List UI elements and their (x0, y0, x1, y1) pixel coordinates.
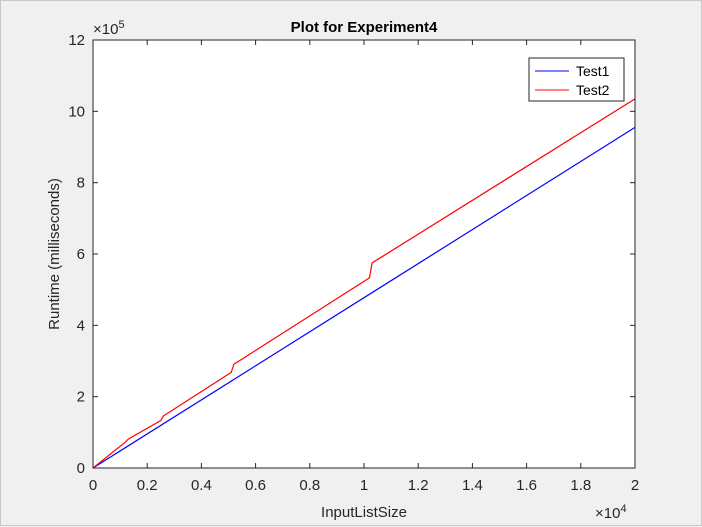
chart-title: Plot for Experiment4 (291, 19, 438, 36)
legend-label-test2: Test2 (576, 82, 610, 98)
legend-box (528, 57, 625, 102)
series-line-test1 (92, 126, 636, 469)
x-tick-label: 1.2 (408, 477, 429, 494)
x-tick-label: 1.6 (516, 477, 537, 494)
y-tick-label: 6 (77, 246, 85, 263)
x-exponent-label: ×104 (595, 503, 627, 522)
x-tick-label: 0.2 (137, 477, 158, 494)
x-exponent: 4 (620, 503, 626, 515)
y-tick-label: 12 (68, 32, 85, 49)
x-tick-label: 0.4 (191, 477, 212, 494)
series-layer (92, 98, 636, 469)
y-tick-label: 10 (68, 103, 85, 120)
x-tick-label: 1.4 (462, 477, 483, 494)
y-axis-label: Runtime (milliseconds) (46, 178, 63, 330)
y-tick-label: 4 (77, 317, 85, 334)
legend-label-test1: Test1 (576, 63, 610, 79)
x-tick-label: 0 (89, 477, 97, 494)
x-tick-label: 1.8 (570, 477, 591, 494)
x-axis-label: InputListSize (321, 504, 407, 521)
x-tick-label: 0.8 (299, 477, 320, 494)
plot-area (93, 40, 635, 468)
svg-text:×105: ×105 (93, 19, 125, 38)
y-exponent: 5 (118, 19, 124, 31)
y-tick-label: 8 (77, 175, 85, 192)
series-line-test2 (92, 98, 636, 469)
y-multiplier-base: ×10 (93, 21, 118, 38)
x-tick-label: 0.6 (245, 477, 266, 494)
y-tick-label: 0 (77, 460, 85, 477)
y-tick-label: 2 (77, 389, 85, 406)
x-tick-label: 2 (631, 477, 639, 494)
x-tick-label: 1 (360, 477, 368, 494)
ticks-layer: 0 0.2 0.4 0.6 0.8 1 1.2 1.4 1.6 1.8 2 0 2 4 6 8 10 12 (68, 32, 639, 494)
legend[interactable]: Test1 Test2 (528, 57, 625, 102)
x-multiplier-base: ×10 (595, 505, 620, 522)
y-exponent-label: ×105 (93, 19, 125, 38)
svg-text:×104: ×104 (595, 503, 627, 522)
